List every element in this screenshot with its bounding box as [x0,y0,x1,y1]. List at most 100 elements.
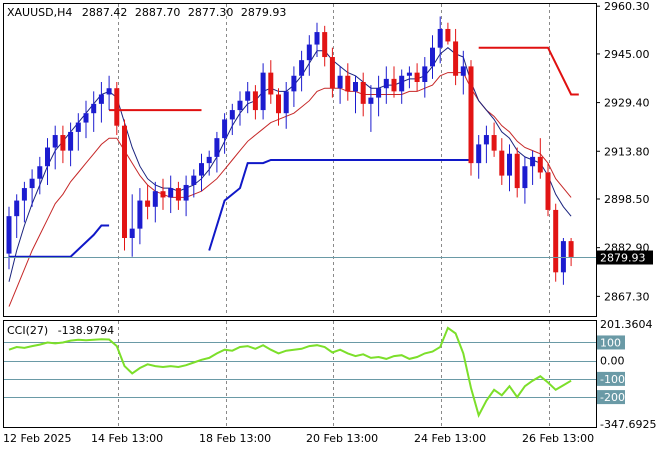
candle-body [152,191,158,207]
cci-level-lines [4,342,596,398]
current-price-tag: 2879.93 [597,250,653,265]
candle [422,57,428,98]
candle [291,66,297,107]
candle [45,138,50,185]
current-price-value: 2879.93 [600,252,646,265]
candle [68,122,74,167]
candle-body [299,60,305,76]
candle-body [414,72,420,82]
candle [14,194,20,238]
candle-body [499,150,505,176]
candle [183,175,189,217]
price-panel-frame [3,3,597,317]
trailing-stop-support-line [208,159,471,251]
fast-moving-average-line [8,47,572,282]
candle [29,169,35,207]
candle-body [460,66,466,76]
candle [276,88,281,126]
candle [160,178,166,210]
candle-body [560,241,566,273]
candle [129,194,135,257]
candle [106,75,112,111]
candle [237,91,243,126]
candle-body [237,100,243,111]
candle-body [129,228,135,238]
candle-body [545,172,551,210]
candle-body [329,57,335,89]
candle [568,238,574,267]
candle [414,63,420,92]
candle-body [553,209,559,273]
candle-body [353,82,358,92]
price-label: 2929.40 [604,97,650,110]
time-label: 12 Feb 2025 [3,432,71,445]
candle-body [222,119,228,139]
candle-body [268,72,274,95]
candle-body [430,47,435,67]
candlesticks [6,16,574,285]
candle [152,181,158,223]
candle-body [406,72,412,76]
candle-body [453,41,459,76]
candle-body [360,82,366,104]
candle [391,66,397,98]
candle-body [175,188,181,201]
candle-body [83,113,89,123]
candle-body [376,88,382,98]
candle-body [291,75,297,92]
candle [345,63,351,101]
cci-level-tag [597,335,625,350]
candle [514,147,520,198]
candle-body [252,91,258,111]
candle-body [422,66,428,82]
candle [60,125,66,164]
candle [175,181,181,210]
candle [376,75,382,117]
candle [507,144,512,192]
candle [6,206,12,270]
cci-axis: 201.3604 100 0.00 -100 -200 -347.6925 [597,318,656,431]
trailing-stop-lines [9,46,579,258]
candle-body [537,156,543,173]
cci-label: -200 [600,391,625,404]
price-label: 2913.80 [604,145,650,158]
candle-body [283,91,289,114]
candle [214,131,220,173]
candle [137,188,143,245]
candle [430,35,435,79]
candle-body [530,156,536,167]
candle-body [383,78,389,89]
candle-body [37,166,43,179]
moving-averages [8,47,572,307]
open-value: 2887.42 [82,6,128,19]
candle [522,156,528,204]
candle-body [214,138,220,157]
candle [383,66,389,104]
candle-body [368,97,374,104]
candle-body [183,184,189,201]
candle-body [21,188,27,201]
candle [530,150,536,185]
candle-body [568,241,574,257]
time-label: 26 Feb 13:00 [522,432,594,445]
candle [245,82,251,114]
candle [453,28,459,86]
candle-body [29,178,35,189]
candle-body [522,166,528,189]
candle [206,150,212,176]
cci-label: -100 [600,373,625,386]
candle-body [491,135,497,151]
cci-label: 100 [600,336,621,349]
candle-body [45,147,50,167]
candle [476,135,482,179]
symbol-timeframe: XAUUSD,H4 [7,6,72,19]
time-label: 14 Feb 13:00 [91,432,163,445]
candle-body [91,103,97,114]
candle [368,85,374,132]
candle-body [191,175,197,185]
candle [83,100,89,139]
candle [229,103,235,136]
price-label: 2960.30 [604,0,650,13]
candle-body [507,153,512,176]
